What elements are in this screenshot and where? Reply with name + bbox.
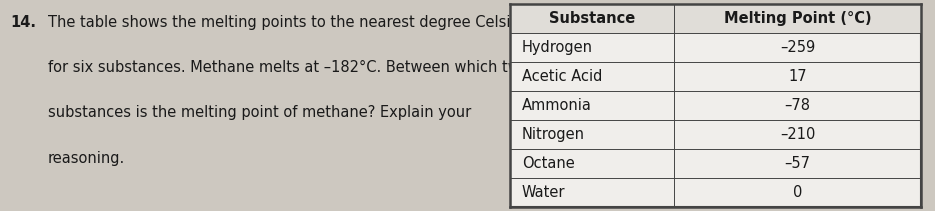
Text: The table shows the melting points to the nearest degree Celsius: The table shows the melting points to th… xyxy=(48,15,527,30)
Text: Ammonia: Ammonia xyxy=(522,98,592,113)
Text: –259: –259 xyxy=(780,40,815,55)
Text: –210: –210 xyxy=(780,127,815,142)
Text: Hydrogen: Hydrogen xyxy=(522,40,593,55)
Text: substances is the melting point of methane? Explain your: substances is the melting point of metha… xyxy=(48,106,470,120)
Text: Nitrogen: Nitrogen xyxy=(522,127,585,142)
Text: Water: Water xyxy=(522,185,566,200)
Text: 17: 17 xyxy=(788,69,807,84)
Text: Melting Point (°C): Melting Point (°C) xyxy=(724,11,871,26)
Text: –57: –57 xyxy=(784,156,811,171)
Text: Acetic Acid: Acetic Acid xyxy=(522,69,602,84)
Text: Octane: Octane xyxy=(522,156,575,171)
Text: 0: 0 xyxy=(793,185,802,200)
Text: Substance: Substance xyxy=(549,11,635,26)
FancyBboxPatch shape xyxy=(510,4,921,33)
Text: 14.: 14. xyxy=(10,15,36,30)
Text: for six substances. Methane melts at –182°C. Between which two: for six substances. Methane melts at –18… xyxy=(48,60,528,75)
Text: –78: –78 xyxy=(784,98,811,113)
FancyBboxPatch shape xyxy=(510,4,921,207)
Text: reasoning.: reasoning. xyxy=(48,151,124,166)
